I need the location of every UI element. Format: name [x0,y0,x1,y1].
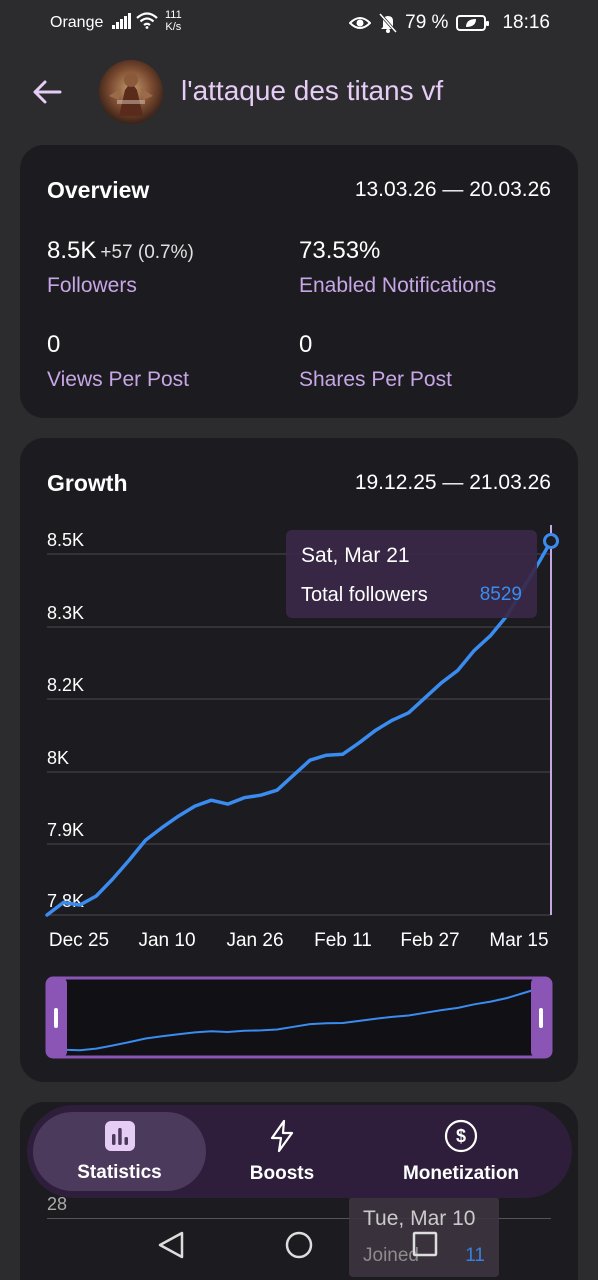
views-stat: 0 Views Per Post [47,331,189,392]
followers-line [45,539,553,917]
bell-off-icon [379,13,398,33]
overview-card: Overview 13.03.26 — 20.03.26 8.5K +57 (0.… [20,145,578,418]
system-home-icon [285,1231,313,1259]
next-tooltip-label: Joined [363,1245,419,1266]
network-speed: 111 K/s [165,9,182,33]
shares-value: 0 [299,331,313,358]
nav-statistics-label: Statistics [77,1161,162,1183]
nav-monetization-label: Monetization [402,1162,520,1184]
speed-value: 111 [165,9,182,21]
notifications-stat: 73.53% Enabled Notifications [299,237,496,298]
followers-label: Followers [47,274,137,297]
notifications-value: 73.53% [299,237,381,264]
system-back-icon [158,1231,184,1259]
channel-title: l'attaque des titans vf [181,75,444,106]
next-card-y-label: 28 [47,1194,68,1214]
growth-date-range: 19.12.25 — 21.03.26 [354,471,551,494]
followers-stat: 8.5K +57 (0.7%) Followers [47,237,194,298]
nav-monetization[interactable]: $ Monetization [372,1105,550,1198]
growth-chart[interactable]: 8.5K 8.3K 8.2K 8K 7.9K 7.8K Dec 25 Jan 10 Jan 2… [20,438,578,1082]
next-card-gridline [47,1218,551,1219]
arrow-left-icon[interactable] [30,75,64,109]
overview-title: Overview [47,177,150,203]
nav-boosts[interactable]: Boosts [197,1105,367,1198]
shares-stat: 0 Shares Per Post [299,331,452,392]
x-tick-label: Feb 27 [400,930,459,951]
y-tick-label: 8.3K [47,603,84,623]
nav-statistics[interactable]: Statistics [27,1105,212,1198]
signal-icon [112,12,131,29]
x-tick-label: Dec 25 [49,930,109,951]
followers-value-row: 8.5K +57 (0.7%) [47,237,194,265]
views-label: Views Per Post [47,368,190,391]
x-tick-label: Feb 11 [314,930,372,951]
bar-chart-icon [104,1120,135,1151]
growth-title: Growth [47,470,128,496]
y-tick-label: 8.5K [47,530,84,550]
dollar-icon: $ [444,1119,478,1152]
channel-avatar[interactable] [99,60,163,124]
growth-card: Growth 19.12.25 — 21.03.26 8.5K 8.3K 8.2K 8… [20,438,578,1082]
y-tick-label: 8.2K [47,675,84,695]
shares-label: Shares Per Post [299,368,452,391]
battery-icon [456,15,490,31]
notifications-label: Enabled Notifications [299,274,497,297]
x-tick-label: Jan 10 [138,930,195,951]
followers-value: 8.5K [47,237,97,264]
views-value: 0 [47,331,61,358]
eye-icon [349,17,372,29]
speed-unit: K/s [165,21,182,33]
navigator-track [45,976,553,1059]
x-tick-label: Jan 26 [226,930,283,951]
next-tooltip-value: 11 [465,1245,485,1266]
next-card-tooltip: Tue, Mar 10 Joined 11 [349,1197,499,1277]
chart-tooltip: Sat, Mar 21 Total followers 8529 [286,530,537,618]
lightning-icon [270,1119,294,1152]
status-bar: Orange 111 K/s 79 % [0,0,598,46]
navigator-line [46,983,552,1053]
tooltip-label: Total followers [301,584,428,606]
tooltip-value: 8529 [479,584,522,605]
battery-percent: 79 % [405,12,449,33]
clock-time: 18:16 [502,12,550,33]
carrier-name: Orange [50,14,104,31]
x-tick-label: Mar 15 [489,930,548,951]
next-tooltip-date: Tue, Mar 10 [363,1207,476,1230]
svg-text:$: $ [456,1126,466,1146]
system-navigation-bar [158,1231,438,1259]
selected-point [543,532,559,549]
followers-delta: +57 (0.7%) [100,242,194,263]
network-indicators [112,12,158,29]
y-tick-label: 8K [47,748,69,768]
wifi-icon [136,12,158,29]
y-tick-label: 7.9K [47,820,84,840]
status-right: 79 % 18:16 [349,12,550,34]
nav-boosts-label: Boosts [249,1162,315,1184]
bottom-navigation: Statistics Boosts $ Monetization [27,1105,572,1198]
app-header: l'attaque des titans vf [0,55,598,130]
overview-date-range: 13.03.26 — 20.03.26 [354,178,551,201]
system-recents-icon [412,1231,438,1257]
tooltip-date: Sat, Mar 21 [301,544,410,567]
y-tick-label: 7.8K [47,891,84,911]
